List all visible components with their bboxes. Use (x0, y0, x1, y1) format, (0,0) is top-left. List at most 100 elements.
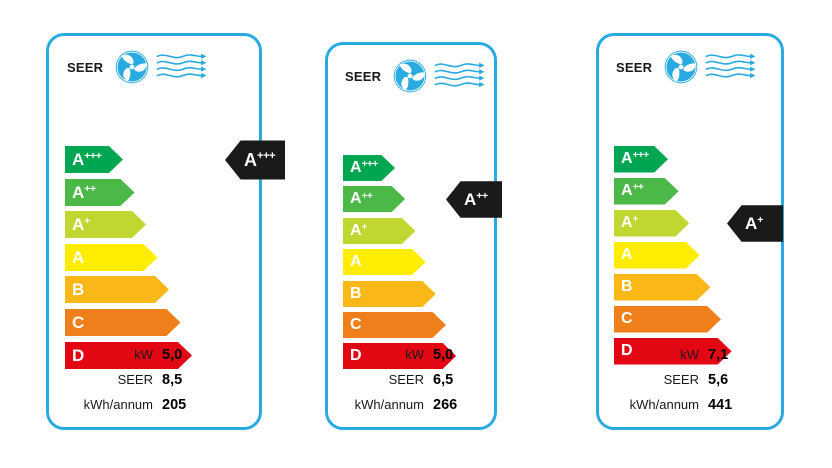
seer-label: SEER (67, 59, 104, 75)
rating-row: A + (343, 217, 494, 244)
fan-icon (664, 50, 698, 84)
fan-icon-wrap (664, 50, 698, 84)
spec-key: SEER (388, 372, 424, 387)
rating-row: D (614, 338, 781, 365)
seer-label: SEER (345, 68, 382, 84)
spec-value: 6,5 (433, 372, 454, 388)
fan-icon-wrap (115, 50, 149, 84)
rating-badge: A + (727, 202, 783, 245)
rating-bar-label: D (350, 348, 362, 364)
spec-row: kW 5,0 (49, 347, 239, 363)
rating-badge: A +++ (225, 137, 285, 183)
rating-badge-label: A + (745, 215, 763, 232)
rating-bar-label-plus: ++ (632, 182, 644, 194)
rating-badge-label-plus: ++ (476, 190, 488, 203)
fan-icon (115, 50, 149, 84)
rating-row: A ++ (65, 178, 259, 206)
airflow-icon (156, 53, 207, 79)
rating-bar-label-letter: D (72, 345, 85, 365)
rating-row: A + (65, 211, 259, 239)
rating-bar-label: A + (350, 221, 367, 239)
spec-row: SEER 6,5 (328, 372, 480, 388)
rating-row: A (343, 249, 494, 276)
rating-badge-label-plus: + (757, 213, 764, 226)
rating-bar-a1: A + (343, 217, 416, 244)
rating-row: D (343, 343, 494, 370)
spec-value: 5,0 (433, 347, 454, 363)
rating-bar-b: B (614, 274, 711, 301)
spec-row: kW 5,0 (328, 347, 480, 363)
spec-value: 8,5 (162, 372, 183, 388)
rating-bar-label-letter: B (621, 278, 633, 296)
rating-row: C (614, 306, 781, 333)
rating-bar-label-plus: +++ (632, 150, 650, 162)
rating-bar-label: C (72, 314, 84, 331)
fan-icon-wrap (393, 59, 427, 93)
panel-3-rating-scale: A +++ A ++ A + A B C D (614, 146, 781, 370)
rating-row: C (65, 308, 259, 336)
rating-bar-label-letter: B (72, 280, 85, 300)
rating-bar-a2: A ++ (65, 178, 135, 206)
rating-bar-d: D (343, 343, 457, 370)
rating-bar-label-letter: D (350, 347, 362, 365)
rating-bar-label-letter: A (350, 221, 362, 239)
panel-1-specs: kW 5,0 SEER 8,5 kWh/annum 205 (49, 347, 239, 413)
rating-bar-a3: A +++ (343, 155, 395, 181)
rating-row: C (343, 311, 494, 338)
rating-row: A +++ (65, 146, 259, 173)
rating-bar-label: A +++ (72, 150, 102, 168)
rating-bar-label: A ++ (72, 184, 96, 201)
rating-row: A + (614, 210, 781, 237)
rating-bar-label-plus: ++ (84, 182, 96, 195)
rating-row: A (65, 243, 259, 271)
rating-bar-b: B (343, 280, 436, 307)
spec-value: 266 (433, 397, 458, 413)
spec-row: kWh/annum 205 (49, 397, 239, 413)
spec-value: 7,1 (708, 347, 729, 363)
rating-bar-label: B (350, 284, 362, 302)
rating-badge-label-letter: A (464, 189, 477, 209)
spec-row: kWh/annum 441 (599, 397, 765, 413)
rating-bar-label-plus: +++ (84, 150, 102, 163)
rating-bar-label-letter: A (621, 150, 633, 168)
rating-badge-label-letter: A (244, 149, 257, 170)
rating-bar-label-letter: C (350, 315, 362, 333)
spec-value: 5,0 (162, 347, 183, 363)
rating-bar-label-plus: +++ (361, 159, 379, 171)
airflow-icon-wrap (705, 51, 759, 83)
airflow-icon-wrap (156, 51, 210, 83)
rating-bar-label-plus: + (84, 215, 91, 228)
spec-value: 5,6 (708, 372, 729, 388)
rating-bar-a2: A ++ (343, 186, 406, 213)
panel-2-header: SEER (328, 59, 494, 93)
rating-bar-label-letter: A (72, 215, 85, 235)
rating-bar-label-letter: B (350, 284, 362, 302)
rating-bar-label-plus: + (632, 214, 639, 226)
spec-value: 441 (708, 397, 733, 413)
rating-bar-label-letter: D (621, 342, 633, 360)
fan-icon (393, 59, 427, 93)
rating-bar-label-letter: A (621, 246, 633, 264)
rating-bar-label: A + (72, 216, 90, 233)
panel-3-header: SEER (599, 50, 781, 84)
rating-bar-label-plus: ++ (361, 190, 373, 202)
rating-bar-c: C (614, 306, 721, 333)
rating-bar-b: B (65, 276, 169, 304)
rating-row: A +++ (343, 155, 494, 181)
rating-row: B (65, 276, 259, 304)
rating-bar-label: A +++ (621, 151, 649, 167)
airflow-icon (705, 53, 756, 79)
rating-bar-label-letter: A (72, 182, 85, 202)
rating-badge: A ++ (446, 178, 502, 221)
spec-row: SEER 5,6 (599, 372, 765, 388)
panel-3: SEER A +++ A ++ A + A B C D A + kW 7,1 SEER 5,6 kWh/annum… (596, 33, 784, 430)
spec-key: kW (405, 347, 424, 362)
rating-bar-label: D (621, 343, 633, 359)
rating-badge-label-plus: +++ (257, 149, 276, 162)
rating-bar-a: A (65, 243, 158, 271)
rating-badge-label: A +++ (244, 149, 276, 170)
rating-bar-label: A ++ (621, 182, 644, 199)
spec-key: kWh/annum (629, 397, 699, 412)
panel-1-rating-scale: A +++ A ++ A + A B C D (65, 146, 259, 374)
